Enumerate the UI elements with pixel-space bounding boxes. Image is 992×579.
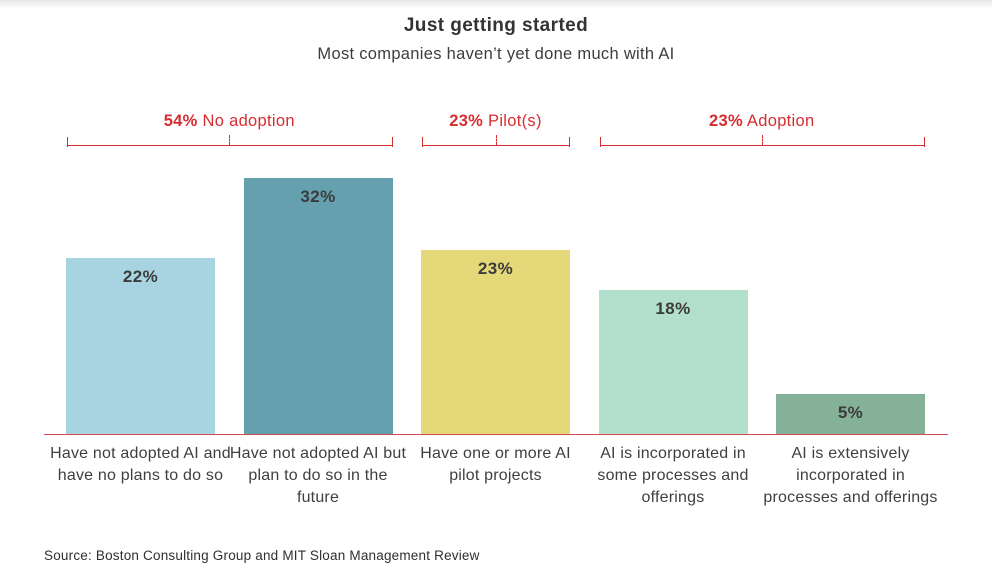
group-percentage: 54% [163,112,198,130]
bracket-end-tick [391,137,393,147]
category-label: Have not adopted AI but plan to do so in… [229,445,407,506]
baseline-axis [44,433,948,435]
category-label: AI is incorporated in some processes and… [597,445,749,506]
group-percentage: 23% [709,112,743,130]
bracket-center-tick [495,135,497,145]
bar-value-label: 23% [477,259,514,278]
chart-title: Just getting started [403,15,589,36]
group-bracket-label: 23% Pilot(s) [449,112,542,131]
bar-value-label: 22% [122,267,159,286]
category-label: Have not adopted AI and have no plans to… [50,445,231,484]
bar: 23% [421,250,570,434]
bracket-end-tick [67,137,68,147]
bracket-end-tick [599,137,601,147]
group-percentage: 23% [449,112,484,130]
bracket-center-tick [229,135,231,145]
bracket-end-tick [422,137,423,147]
group-bracket-line [599,145,924,146]
group-bracket-label: 23% Adoption [709,112,814,131]
bar-value-label: 5% [837,403,864,422]
top-fade-strip [0,0,992,8]
bar-value-label: 18% [655,299,691,318]
group-name: No adoption [197,112,295,130]
bracket-center-tick [761,135,763,145]
bar: 22% [66,258,215,434]
category-label: Have one or more AI pilot projects [420,445,571,484]
bar: 18% [598,290,748,434]
bar: 32% [243,178,393,434]
source-text: Source: Boston Consulting Group and MIT … [44,548,480,563]
bracket-end-tick [569,137,570,147]
group-name: Pilot(s) [483,112,542,130]
chart-subtitle: Most companies haven’t yet done much wit… [317,45,675,63]
bar-value-label: 32% [300,187,336,206]
group-bracket-line [67,145,392,146]
bracket-end-tick [924,137,925,147]
group-name: Adoption [742,112,815,130]
group-bracket-label: 54% No adoption [164,112,295,131]
bar: 5% [776,394,925,434]
group-bracket-line [422,145,569,146]
category-label: AI is extensively incorporated in proces… [763,445,938,506]
